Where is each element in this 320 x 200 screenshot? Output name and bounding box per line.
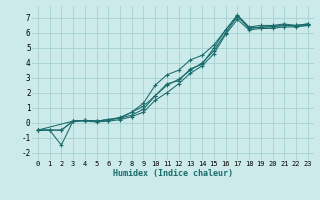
X-axis label: Humidex (Indice chaleur): Humidex (Indice chaleur) bbox=[113, 169, 233, 178]
